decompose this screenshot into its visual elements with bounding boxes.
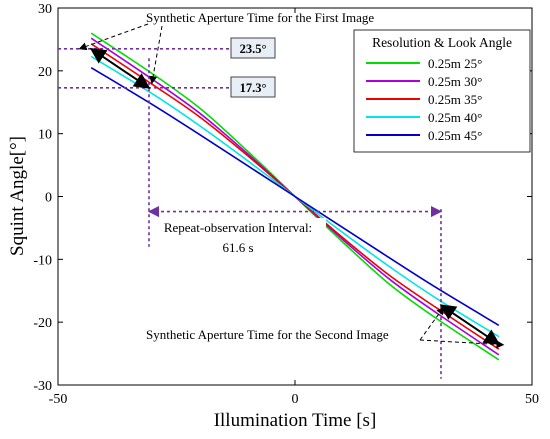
x-tick-label: -50 — [49, 392, 68, 407]
x-axis-label: Illumination Time [s] — [214, 410, 377, 431]
first-image-segment-arrow — [89, 47, 151, 89]
y-tick-label: 0 — [45, 191, 52, 206]
y-tick-label: 30 — [38, 2, 52, 17]
y-tick-label: -10 — [33, 253, 52, 268]
interval-annotation-line2: 61.6 s — [222, 240, 253, 255]
value-box-17-3: 17.3° — [230, 76, 276, 98]
value-box-23-5: 23.5° — [230, 37, 276, 59]
second-image-annotation: Synthetic Aperture Time for the Second I… — [146, 327, 389, 342]
legend-label-5: 0.25m 45° — [428, 128, 482, 143]
x-tick-label: 0 — [292, 392, 299, 407]
legend-label-3: 0.25m 35° — [428, 92, 482, 107]
legend-label-2: 0.25m 30° — [428, 74, 482, 89]
first-image-pointer-2 — [149, 25, 163, 85]
y-tick-label: 20 — [38, 65, 52, 80]
interval-annotation-line1: Repeat-observation Interval: — [164, 220, 312, 235]
series-line-5 — [90, 67, 500, 326]
series-lines — [90, 32, 500, 361]
first-image-pointer-1 — [78, 23, 149, 51]
value-label-17-3: 17.3° — [240, 81, 267, 95]
axis-ticks: -50 0 50 -30 -20 -10 0 10 20 30 — [33, 2, 539, 407]
second-image-segment-arrow — [439, 304, 501, 346]
x-tick-label: 50 — [525, 392, 539, 407]
y-axis-label: Squint Angle[°] — [7, 136, 28, 256]
legend-label-4: 0.25m 40° — [428, 110, 482, 125]
legend-label-1: 0.25m 25° — [428, 56, 482, 71]
y-tick-label: -30 — [33, 379, 52, 394]
value-label-23-5: 23.5° — [240, 42, 267, 56]
y-tick-label: -20 — [33, 316, 52, 331]
legend: Resolution & Look Angle 0.25m 25° 0.25m 3… — [353, 29, 531, 153]
legend-title: Resolution & Look Angle — [372, 35, 512, 50]
annotation-arrows — [78, 23, 505, 349]
first-image-annotation: Synthetic Aperture Time for the First Im… — [146, 10, 374, 25]
y-tick-label: 10 — [38, 128, 52, 143]
